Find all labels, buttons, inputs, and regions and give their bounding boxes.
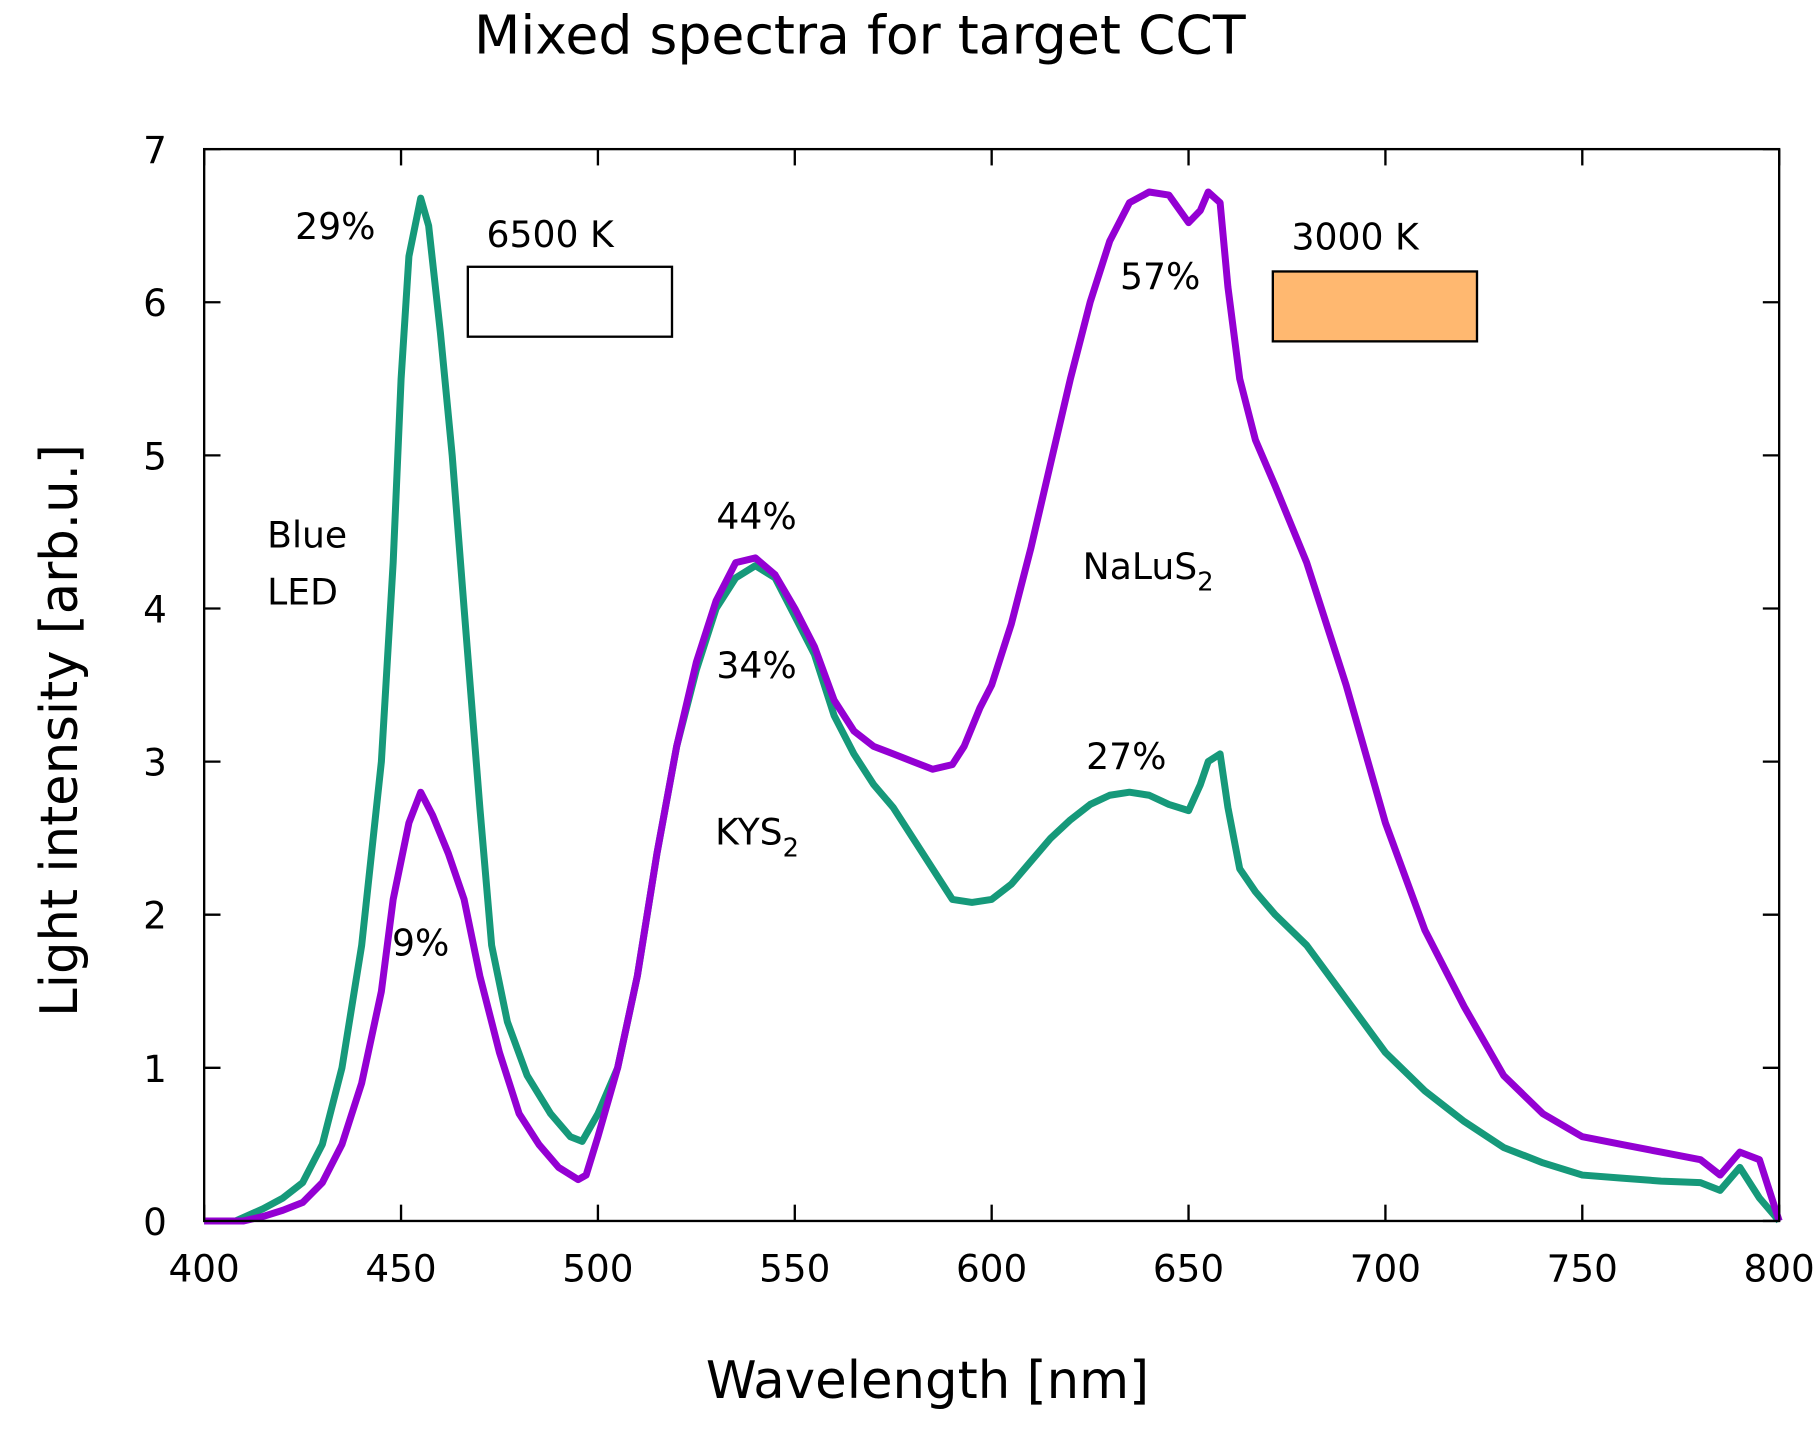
x-tick-label: 700 bbox=[1350, 1247, 1421, 1291]
annotation-blue-3000: 9% bbox=[392, 921, 449, 964]
swatch-3000 bbox=[1271, 270, 1479, 343]
y-tick-label: 3 bbox=[143, 741, 167, 785]
x-axis-label: Wavelength [nm] bbox=[706, 1351, 1149, 1411]
axis-ticks: 400 450 500 550 600 650 700 750 800 0 1 2 3 4 5 6 7 bbox=[143, 128, 1815, 1290]
x-tick-label: 550 bbox=[759, 1247, 830, 1291]
swatch-label-6500: 6500 K bbox=[487, 213, 616, 256]
swatch-6500 bbox=[466, 265, 674, 338]
y-tick-label: 5 bbox=[143, 434, 167, 478]
swatch-label-3000: 3000 K bbox=[1292, 215, 1421, 258]
series-group bbox=[204, 188, 1783, 1225]
y-tick-label: 2 bbox=[143, 894, 167, 938]
annotation-blue-name-2: LED bbox=[267, 571, 338, 614]
series-line-3000k bbox=[204, 188, 1783, 1225]
y-tick-label: 6 bbox=[143, 281, 167, 325]
x-tick-label: 450 bbox=[365, 1247, 436, 1291]
annotation-nalus-3000: 57% bbox=[1120, 255, 1200, 298]
y-tick-label: 0 bbox=[143, 1200, 167, 1244]
x-tick-label: 500 bbox=[562, 1247, 633, 1291]
annotation-blue-6500: 29% bbox=[295, 205, 375, 248]
y-tick-label: 4 bbox=[143, 587, 167, 631]
kys-subscript: 2 bbox=[783, 833, 799, 863]
x-tick-label: 800 bbox=[1744, 1247, 1815, 1291]
annotation-blue-name-1: Blue bbox=[267, 514, 347, 557]
annotation-nalus-name: NaLuS2 bbox=[1083, 545, 1214, 598]
x-tick-label: 600 bbox=[956, 1247, 1027, 1291]
annotation-kys-3000: 44% bbox=[716, 495, 796, 538]
chart-title: Mixed spectra for target CCT bbox=[474, 4, 1246, 67]
nalus-name: NaLuS bbox=[1083, 545, 1198, 588]
y-tick-label: 1 bbox=[143, 1047, 167, 1091]
annotation-kys-6500: 34% bbox=[716, 644, 796, 687]
series-line-6500k bbox=[204, 194, 1782, 1225]
y-tick-label: 7 bbox=[143, 128, 167, 172]
x-tick-label: 650 bbox=[1153, 1247, 1224, 1291]
kys-name: KYS bbox=[715, 811, 782, 854]
plot-frame bbox=[203, 147, 1781, 1223]
x-tick-label: 400 bbox=[169, 1247, 240, 1291]
annotation-kys-name: KYS2 bbox=[715, 811, 799, 864]
y-axis-label: Light intensity [arb.u.] bbox=[30, 444, 90, 1017]
annotation-nalus-6500: 27% bbox=[1086, 735, 1166, 778]
x-tick-label: 750 bbox=[1547, 1247, 1618, 1291]
nalus-subscript: 2 bbox=[1197, 568, 1213, 598]
